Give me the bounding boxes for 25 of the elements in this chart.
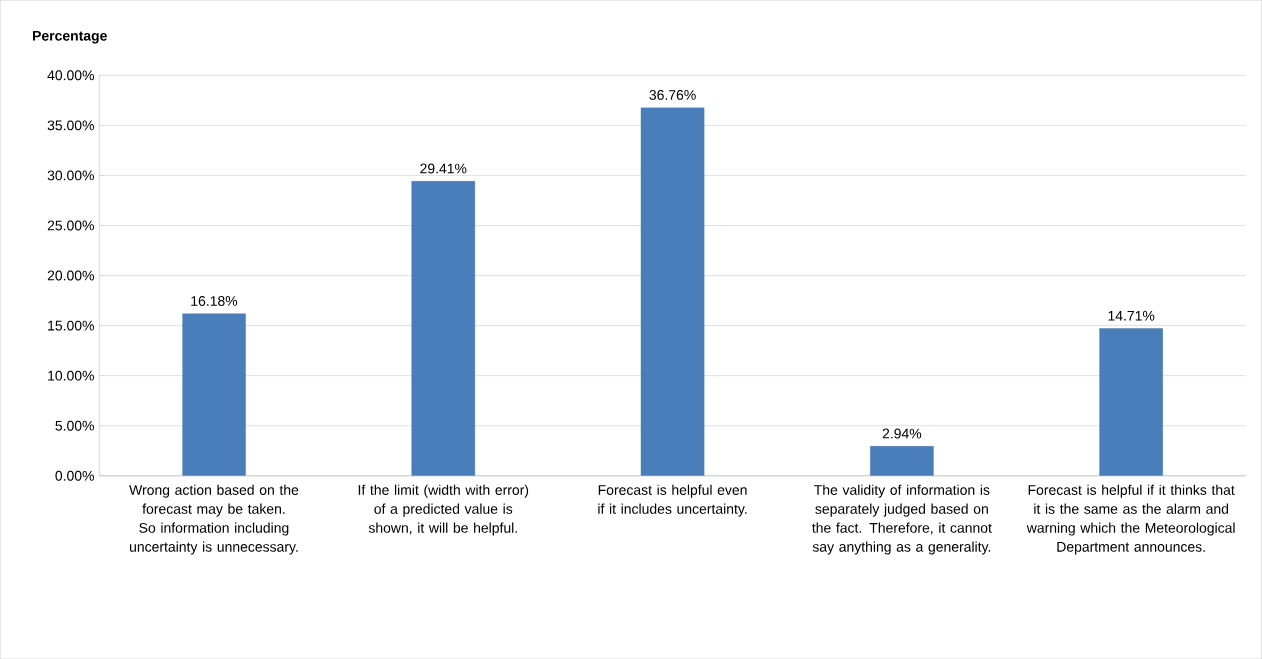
bar — [411, 181, 476, 476]
y-tick-label: 25.00% — [47, 220, 94, 231]
y-tick-label: 35.00% — [47, 120, 94, 131]
y-axis-title: Percentage — [33, 30, 107, 44]
x-tick-label: If the limit (width with error) of a predicted value is shown, it will be helpful. — [358, 484, 529, 536]
y-tick-label: 30.00% — [47, 170, 94, 181]
bar — [870, 446, 934, 476]
bar — [182, 313, 246, 476]
data-label: 36.76% — [649, 89, 696, 100]
y-tick-label: 0.00% — [55, 470, 94, 481]
y-tick-label: 15.00% — [48, 320, 94, 331]
y-tick-label: 40.00% — [47, 70, 94, 81]
bar — [640, 107, 705, 476]
y-tick-label: 20.00% — [47, 270, 94, 281]
x-tick-label: Forecast is helpful even if it includes uncertainty. — [598, 484, 747, 517]
bar — [1099, 328, 1163, 476]
x-tick-label: Forecast is helpful if it thinks that it is the same as the alarm and warning which the Meteorological Department announces. — [1026, 484, 1235, 555]
x-tick-label: The validity of information is separately judged based on the fact. Therefore, it cannot say anything as a generality. — [812, 484, 992, 555]
data-label: 16.18% — [191, 295, 238, 306]
y-tick-label: 5.00% — [55, 420, 94, 431]
data-label: 29.41% — [420, 163, 467, 174]
y-tick-label: 10.00% — [48, 370, 94, 381]
x-tick-label: Wrong action based on the forecast may be taken. So information including uncertainty is unnecessary. — [129, 484, 299, 555]
data-label: 14.71% — [1108, 310, 1155, 321]
data-label: 2.94% — [882, 428, 922, 439]
